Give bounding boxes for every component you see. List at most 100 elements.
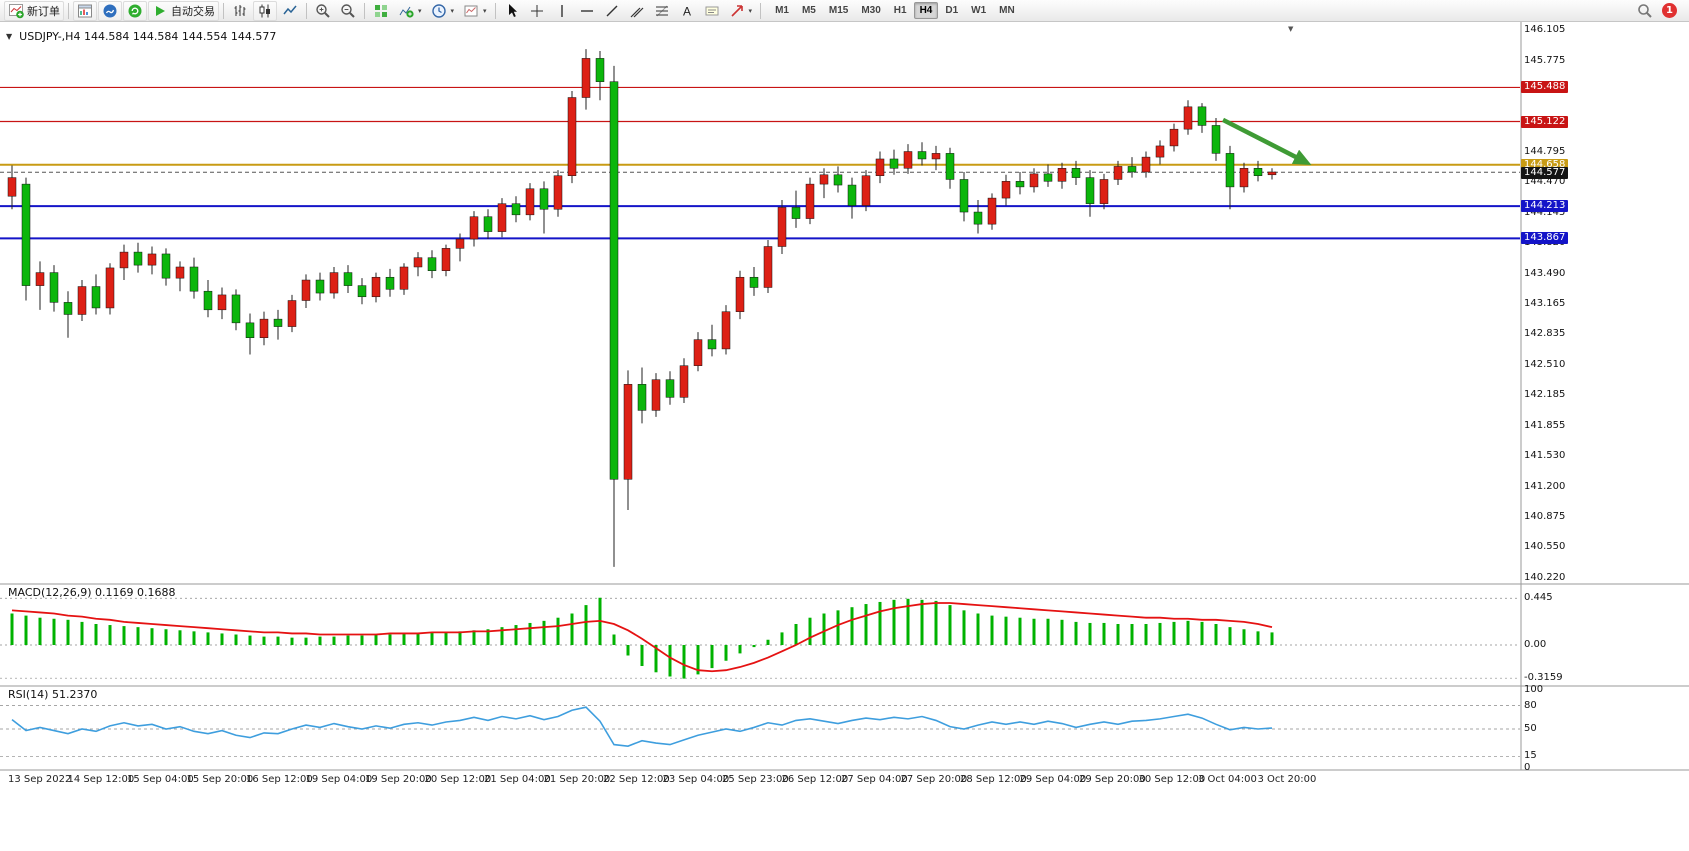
time-axis-label: 19 Sep 20:00 xyxy=(365,774,432,785)
new-order-icon xyxy=(8,3,24,19)
candle-body xyxy=(371,276,381,298)
rsi-line xyxy=(11,706,1273,747)
price-tick-label: 140.220 xyxy=(1524,572,1566,583)
candle-body xyxy=(553,175,563,210)
chart-window-button[interactable] xyxy=(73,0,97,21)
horizontal-line-button[interactable] xyxy=(575,1,599,21)
chevron-down-icon: ▾ xyxy=(450,7,455,15)
time-axis-label: 3 Oct 04:00 xyxy=(1198,774,1257,785)
tile-windows-button[interactable] xyxy=(369,1,393,21)
timeframe-W1[interactable]: W1 xyxy=(965,2,992,19)
zoom-out-button[interactable] xyxy=(336,1,360,21)
time-axis-label: 29 Sep 04:00 xyxy=(1019,774,1087,785)
symbol-dropdown-icon[interactable]: ▼ xyxy=(6,32,13,41)
timeframe-M5[interactable]: M5 xyxy=(796,2,822,19)
candle-body xyxy=(147,253,157,266)
rsi-axis-label: 0 xyxy=(1524,762,1531,773)
timeframe-MN[interactable]: MN xyxy=(993,2,1021,19)
timeframe-M30[interactable]: M30 xyxy=(855,2,886,19)
candle-body xyxy=(287,300,297,327)
cursor-button[interactable] xyxy=(500,1,524,21)
profiles-icon xyxy=(102,3,118,19)
time-axis-label: 27 Sep 20:00 xyxy=(900,774,968,785)
toolbar-separator xyxy=(494,2,496,19)
candle-body xyxy=(441,248,451,271)
candle-body xyxy=(1127,166,1137,173)
notification-badge[interactable]: 1 xyxy=(1662,3,1677,18)
indicators-button[interactable]: ▾ xyxy=(394,1,426,21)
candle-body xyxy=(1001,181,1011,199)
timeframe-M1[interactable]: M1 xyxy=(769,2,795,19)
text-label-button[interactable] xyxy=(700,1,724,21)
auto-trading-button[interactable]: 自动交易 xyxy=(148,0,219,21)
price-tick-label: 142.835 xyxy=(1524,328,1566,340)
timeframe-H1[interactable]: H1 xyxy=(888,2,913,19)
channel-button[interactable] xyxy=(625,1,649,21)
toolbar-separator xyxy=(364,2,365,19)
candle-body xyxy=(931,153,941,160)
text-tool-button[interactable]: A xyxy=(675,1,699,21)
candle-body xyxy=(1197,106,1207,126)
time-axis-label: 26 Sep 12:00 xyxy=(781,774,849,785)
candle-body xyxy=(707,339,717,350)
timeframe-M15[interactable]: M15 xyxy=(823,2,854,19)
candle-body xyxy=(1085,177,1095,204)
rsi-label: RSI(14) 51.2370 xyxy=(8,688,98,701)
crosshair-icon xyxy=(529,3,545,19)
candle-body xyxy=(245,322,255,339)
price-tick-label: 141.855 xyxy=(1524,419,1566,431)
candle-body xyxy=(105,267,115,309)
timeframe-D1[interactable]: D1 xyxy=(939,2,964,19)
rsi-axis-label: 100 xyxy=(1524,684,1544,695)
candle-body xyxy=(1057,168,1067,182)
arrows-tool-button[interactable]: ▾ xyxy=(725,1,757,21)
price-line-badge: 145.488 xyxy=(1521,81,1569,94)
chart-window-icon xyxy=(77,3,93,19)
price-tick-label: 141.530 xyxy=(1524,450,1566,461)
price-tick-label: 146.105 xyxy=(1524,24,1566,35)
crosshair-button[interactable] xyxy=(525,1,549,21)
candle-body xyxy=(567,97,577,176)
price-tick-label: 143.490 xyxy=(1524,267,1566,279)
search-button[interactable] xyxy=(1633,1,1657,21)
time-axis-label: 15 Sep 04:00 xyxy=(127,774,194,785)
price-tick-label: 140.550 xyxy=(1524,541,1566,553)
price-tick-label: 143.165 xyxy=(1524,297,1566,309)
price-line-badge: 144.213 xyxy=(1521,200,1569,213)
profiles-button[interactable] xyxy=(98,0,122,21)
candle-body xyxy=(91,286,101,309)
new-order-button[interactable]: 新订单 xyxy=(4,0,64,21)
timeframes-clock-button[interactable]: ▾ xyxy=(427,1,459,21)
indicators-icon xyxy=(398,3,414,19)
time-axis-label: 28 Sep 12:00 xyxy=(960,774,1027,785)
candle-body xyxy=(763,246,773,288)
chart-area[interactable]: 146.105145.775145.450144.795144.470144.1… xyxy=(0,22,1689,851)
trend-arrow[interactable] xyxy=(1221,117,1312,165)
candle-body xyxy=(133,251,143,266)
candle-body xyxy=(595,58,605,82)
zoom-in-button[interactable] xyxy=(311,1,335,21)
candle-body xyxy=(833,174,843,186)
refresh-button[interactable] xyxy=(123,0,147,21)
candle-body xyxy=(791,207,801,219)
vertical-line-button[interactable] xyxy=(550,1,574,21)
chart-canvas[interactable] xyxy=(0,22,1689,851)
symbol-readout: ▼ USDJPY-,H4 144.584 144.584 144.554 144… xyxy=(6,30,276,43)
symbol-ohlc-text: USDJPY-,H4 144.584 144.584 144.554 144.5… xyxy=(19,30,277,43)
candle-body xyxy=(1155,145,1165,158)
timeframe-H4[interactable]: H4 xyxy=(913,2,939,19)
candlestick-button[interactable] xyxy=(253,0,277,21)
candle-body xyxy=(847,184,857,206)
text-label-icon xyxy=(704,3,720,19)
candle-body xyxy=(427,257,437,271)
candle-body xyxy=(917,151,927,160)
time-axis-label: 21 Sep 20:00 xyxy=(543,774,611,785)
line-chart-button[interactable] xyxy=(278,1,302,21)
time-axis-label: 22 Sep 12:00 xyxy=(603,774,670,785)
horizontal-line-icon xyxy=(579,3,595,19)
candle-body xyxy=(1141,156,1151,173)
templ ates-button[interactable]: ▾ xyxy=(459,1,491,21)
bar-chart-button[interactable] xyxy=(228,1,252,21)
fibonacci-button[interactable] xyxy=(650,1,674,21)
trendline-button[interactable] xyxy=(600,1,624,21)
